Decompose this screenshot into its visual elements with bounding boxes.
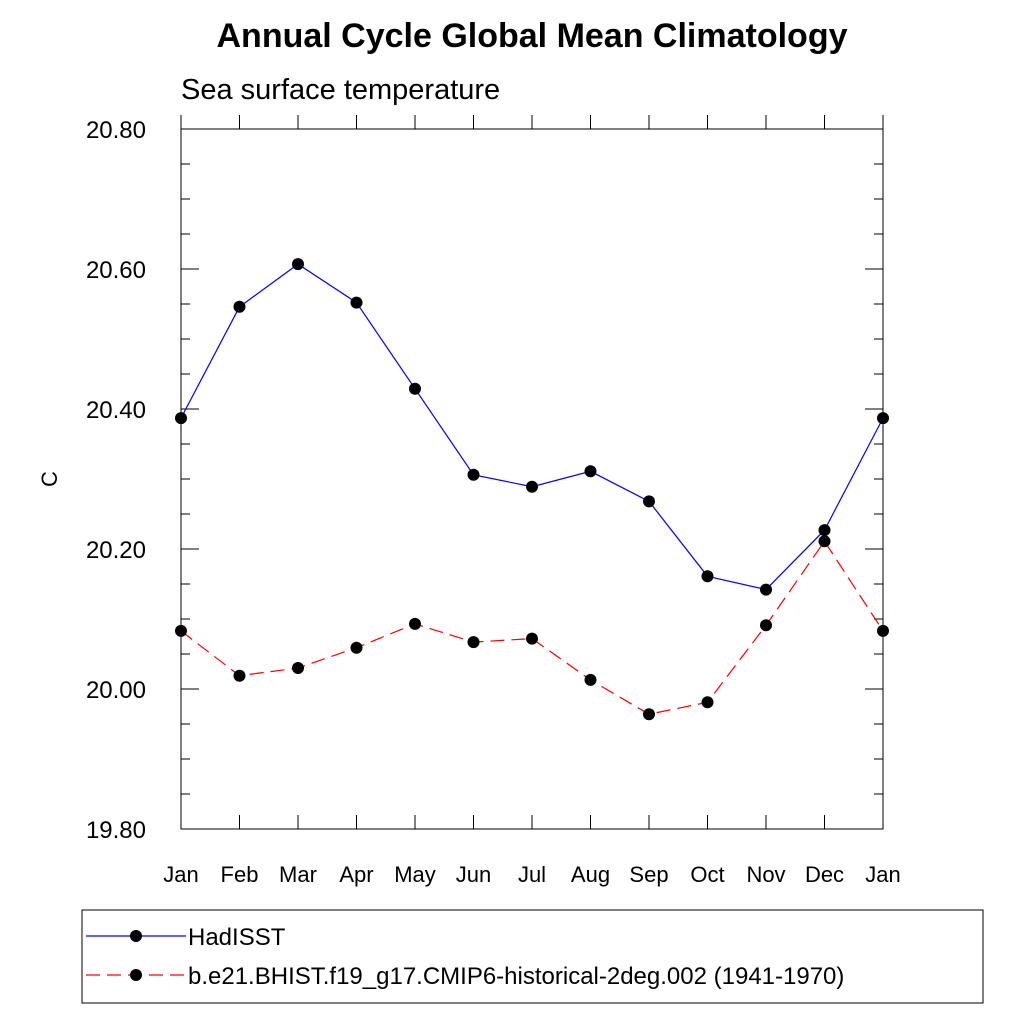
legend-marker-2 (130, 969, 142, 981)
series-2-point (175, 624, 187, 637)
series-1-point (701, 570, 714, 583)
x-tick-label: Jan (865, 862, 900, 887)
series-2-point (877, 624, 889, 637)
y-tick-label: 20.60 (86, 257, 146, 284)
chart-subtitle: Sea surface temperature (181, 74, 500, 106)
x-tick-label: Oct (690, 862, 724, 887)
y-tick-label: 19.80 (86, 817, 146, 844)
y-tick-label: 20.40 (86, 397, 146, 424)
x-tick-label: Mar (279, 862, 317, 887)
series-line-1 (180, 263, 884, 591)
y-axis-label: C (37, 471, 62, 487)
series-1-point (350, 296, 363, 309)
x-tick-label: Dec (805, 862, 844, 887)
series-2-point (467, 636, 480, 649)
x-tick-label: Jan (163, 862, 198, 887)
y-tick-labels: 20.80 20.60 20.40 20.20 20.00 19.80 (86, 117, 146, 844)
y-tick-label: 20.00 (86, 677, 146, 704)
series-2-point (233, 669, 246, 682)
series-2-point (584, 673, 597, 686)
series-layer (175, 258, 889, 721)
series-1-point (467, 468, 480, 481)
x-tick-label: Nov (746, 862, 785, 887)
y-tick-label: 20.80 (86, 117, 146, 144)
series-1-point (292, 258, 304, 271)
x-tick-label: Aug (571, 862, 610, 887)
series-1-point (526, 480, 538, 493)
x-tick-label: Sep (629, 862, 668, 887)
series-2-point (818, 535, 831, 548)
x-tick-label: Apr (339, 862, 373, 887)
series-2-point (350, 641, 363, 654)
x-tick-label: Jul (518, 862, 546, 887)
series-1-point (584, 465, 597, 478)
legend-label-2: b.e21.BHIST.f19_g17.CMIP6-historical-2de… (188, 963, 844, 990)
legend-label-1: HadISST (188, 924, 286, 951)
series-2-point (526, 632, 538, 645)
x-tick-label: Feb (221, 862, 259, 887)
axis-ticks (180, 115, 884, 830)
legend-marker-1 (130, 930, 142, 942)
y-tick-label: 20.20 (86, 537, 146, 564)
series-1-point (409, 382, 421, 395)
series-2-point (409, 617, 421, 630)
series-2-point (760, 619, 772, 632)
x-tick-labels: Jan Feb Mar Apr May Jun Jul Aug Sep Oct Nov Dec Jan (163, 862, 900, 887)
series-2-point (292, 662, 304, 674)
x-tick-label: Jun (456, 862, 491, 887)
series-2-point (701, 696, 714, 709)
series-line-2 (180, 540, 884, 715)
legend: HadISST b.e21.BHIST.f19_g17.CMIP6-histori… (86, 924, 844, 990)
series-1-point (643, 495, 655, 508)
legend-box (81, 909, 984, 1004)
x-tick-label: May (394, 862, 436, 887)
series-1-point (760, 583, 772, 596)
series-2-point (643, 708, 655, 721)
chart-title: Annual Cycle Global Mean Climatology (217, 17, 848, 55)
series-1-point (233, 300, 246, 313)
plot-frame (180, 128, 884, 830)
series-1-point (877, 412, 889, 425)
series-1-point (818, 524, 831, 537)
series-1-point (175, 412, 187, 425)
